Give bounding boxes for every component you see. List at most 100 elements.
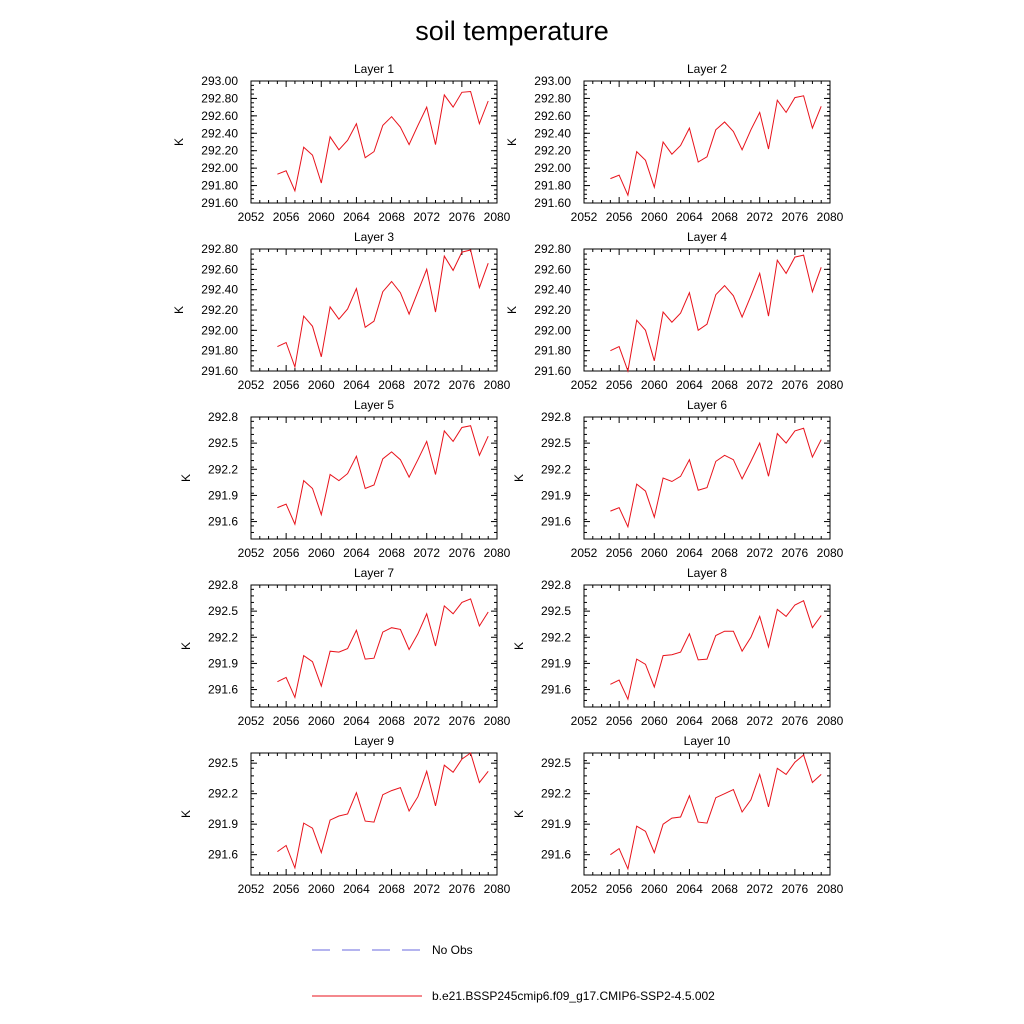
x-tick-label: 2064 [676,210,703,224]
x-tick-label: 2076 [449,378,476,392]
x-tick-label: 2060 [308,210,335,224]
plot-frame [583,80,831,204]
x-tick-label: 2068 [378,210,405,224]
x-tick-label: 2064 [343,210,370,224]
y-tick-label: 292.20 [534,303,571,317]
x-tick-label: 2052 [571,210,598,224]
y-tick-label: 291.6 [541,515,571,529]
panel-layer-5: Layer 5 2052 2056 2060 2064 2068 2072 2076 2080 2… [179,398,511,560]
y-tick-label: 292.5 [208,756,238,770]
x-tick-label: 2080 [817,882,844,896]
y-tick-label: 291.60 [534,364,571,378]
x-tick-label: 2056 [606,210,633,224]
x-tick-label: 2052 [571,882,598,896]
y-axis-label: K [172,138,186,146]
panel-title: Layer 1 [354,62,394,76]
panel-title: Layer 7 [354,566,394,580]
x-tick-label: 2068 [378,882,405,896]
y-tick-label: 292.60 [201,262,238,276]
y-tick-label: 292.5 [208,604,238,618]
x-tick-label: 2056 [273,210,300,224]
y-tick-label: 291.60 [201,196,238,210]
x-tick-label: 2068 [711,210,738,224]
x-tick-label: 2076 [449,210,476,224]
x-tick-label: 2080 [484,882,511,896]
y-axis-label: K [172,306,186,314]
y-tick-label: 292.2 [208,630,238,644]
y-tick-label: 292.80 [201,91,238,105]
panel-title: Layer 8 [687,566,727,580]
plot-frame [583,416,831,540]
y-axis-label: K [179,474,193,482]
y-tick-label: 292.2 [541,462,571,476]
x-tick-label: 2056 [606,714,633,728]
x-tick-label: 2080 [484,546,511,560]
y-tick-label: 292.8 [541,410,571,424]
y-tick-label: 292.8 [208,410,238,424]
y-tick-label: 291.6 [541,683,571,697]
y-axis-label: K [512,474,526,482]
series-line [277,425,489,526]
x-tick-label: 2060 [308,714,335,728]
x-tick-label: 2072 [746,210,773,224]
x-tick-label: 2064 [343,378,370,392]
y-tick-label: 293.00 [534,74,571,88]
legend: No Obs b.e21.BSSP245cmip6.f09_g17.CMIP6-… [312,943,715,1003]
y-tick-label: 291.80 [534,179,571,193]
y-tick-label: 292.60 [534,109,571,123]
y-tick-label: 291.6 [208,848,238,862]
x-tick-label: 2060 [641,210,668,224]
x-tick-label: 2072 [413,882,440,896]
y-axis-label: K [505,138,519,146]
y-tick-label: 292.2 [541,787,571,801]
y-axis-label: K [505,306,519,314]
x-tick-label: 2080 [817,378,844,392]
y-tick-label: 291.80 [201,344,238,358]
y-tick-label: 291.80 [534,344,571,358]
x-tick-label: 2068 [378,378,405,392]
panel-layer-8: Layer 8 2052 2056 2060 2064 2068 2072 2076 2080 2… [512,566,844,728]
x-tick-label: 2076 [449,714,476,728]
panel-title: Layer 9 [354,734,394,748]
plot-frame [250,752,498,876]
x-tick-label: 2056 [606,378,633,392]
x-tick-label: 2068 [711,546,738,560]
x-tick-label: 2072 [746,546,773,560]
y-tick-label: 291.9 [541,488,571,502]
x-tick-label: 2064 [676,714,703,728]
x-tick-label: 2060 [308,546,335,560]
x-tick-label: 2076 [782,546,809,560]
y-tick-label: 291.9 [208,488,238,502]
panel-layer-7: Layer 7 2052 2056 2060 2064 2068 2072 2076 2080 2… [179,566,511,728]
y-axis-label: K [179,810,193,818]
x-tick-label: 2072 [413,546,440,560]
y-tick-label: 291.9 [541,656,571,670]
y-tick-label: 291.9 [208,817,238,831]
plot-frame [250,80,498,204]
x-tick-label: 2060 [641,714,668,728]
y-tick-label: 291.60 [534,196,571,210]
panel-title: Layer 5 [354,398,394,412]
panel-title: Layer 10 [684,734,731,748]
series-line [610,254,822,373]
y-tick-label: 292.5 [541,436,571,450]
x-tick-label: 2052 [571,714,598,728]
x-tick-label: 2052 [571,378,598,392]
x-tick-label: 2064 [676,882,703,896]
y-tick-label: 292.20 [201,144,238,158]
y-tick-label: 292.5 [541,756,571,770]
x-tick-label: 2080 [484,378,511,392]
panel-layer-1: Layer 1 2052 2056 2060 2064 2068 2072 2076 2080 2… [172,62,510,224]
y-tick-label: 292.00 [201,323,238,337]
y-tick-label: 291.6 [541,848,571,862]
x-tick-label: 2080 [484,714,511,728]
x-tick-label: 2064 [343,546,370,560]
panel-title: Layer 3 [354,230,394,244]
y-tick-label: 292.8 [208,578,238,592]
series-line [610,95,822,197]
x-tick-label: 2072 [746,882,773,896]
panel-title: Layer 2 [687,62,727,76]
x-tick-label: 2072 [746,378,773,392]
x-tick-label: 2052 [238,210,265,224]
panel-layer-9: Layer 9 2052 2056 2060 2064 2068 2072 2076 2080 2… [179,734,511,896]
